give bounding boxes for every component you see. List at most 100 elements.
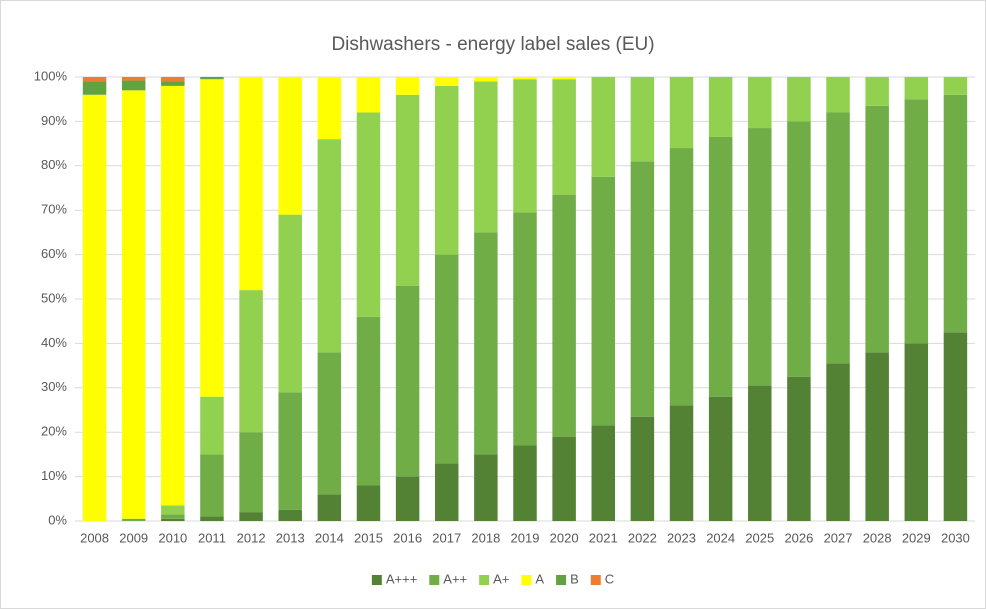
bar-segment	[161, 518, 185, 521]
chart-title: Dishwashers - energy label sales (EU)	[331, 34, 654, 55]
x-tick-label: 2026	[784, 530, 813, 545]
bar-segment	[161, 81, 185, 86]
legend-label: A+++	[386, 571, 417, 586]
x-tick-label: 2030	[941, 530, 970, 545]
bar-segment	[630, 161, 655, 417]
bar-segment	[865, 105, 889, 353]
bar-segment	[395, 476, 420, 521]
bar-segment	[317, 494, 342, 521]
bar-segment	[435, 85, 459, 255]
legend-swatch	[590, 575, 601, 585]
bar-segment	[669, 148, 694, 406]
bar-segment	[161, 514, 185, 519]
legend-label: C	[605, 571, 614, 586]
bar-segment	[239, 512, 263, 521]
x-tick-label: 2027	[824, 530, 853, 545]
bar-segment	[826, 112, 850, 364]
y-tick-label: 20%	[41, 424, 67, 439]
bar-segment	[591, 425, 615, 521]
bar-segment	[278, 77, 302, 215]
y-tick-label: 100%	[34, 68, 68, 83]
x-tick-label: 2008	[80, 530, 109, 545]
y-tick-label: 80%	[41, 157, 67, 172]
bar-segment	[435, 254, 459, 464]
bar-segment	[708, 136, 733, 397]
bar-segment	[787, 121, 811, 377]
bar-segment	[826, 77, 850, 113]
bar-segment	[669, 77, 694, 149]
bar-segment	[356, 316, 381, 486]
bar-segment	[552, 79, 576, 195]
bar-segment	[435, 463, 459, 521]
x-tick-label: 2011	[198, 530, 226, 545]
legend-swatch	[371, 575, 382, 585]
bar-segment	[513, 445, 537, 521]
bar-segment	[474, 77, 498, 82]
bar-segment	[787, 77, 811, 122]
bar-segment	[865, 352, 889, 521]
bar-segment	[552, 194, 576, 437]
bar-segment	[200, 516, 224, 521]
x-tick-label: 2013	[276, 530, 305, 545]
bar-segment	[239, 77, 263, 291]
x-tick-label: 2019	[511, 530, 540, 545]
x-tick-label: 2014	[315, 530, 344, 545]
bar-segment	[943, 77, 968, 95]
bar-segment	[904, 77, 929, 100]
bar-segment	[200, 79, 224, 397]
bar-segment	[513, 79, 537, 213]
bar-segment	[161, 77, 185, 82]
y-tick-label: 60%	[41, 246, 67, 261]
y-tick-label: 10%	[41, 468, 67, 483]
x-tick-label: 2020	[550, 530, 579, 545]
x-tick-label: 2023	[667, 530, 696, 545]
bar-segment	[669, 405, 694, 521]
bar-segment	[317, 77, 342, 140]
x-tick-label: 2017	[432, 530, 461, 545]
bar-segment	[904, 99, 929, 344]
legend-swatch	[429, 575, 440, 585]
bar-segment	[943, 94, 968, 333]
bar-segment	[239, 290, 263, 433]
bar-segment	[787, 376, 811, 521]
x-tick-label: 2009	[119, 530, 148, 545]
bar-segment	[474, 81, 498, 233]
bar-segment	[748, 385, 772, 521]
bar-segment	[630, 77, 655, 162]
bar-segment	[748, 77, 772, 129]
x-tick-label: 2010	[158, 530, 187, 545]
bar-segment	[121, 80, 146, 91]
y-tick-label: 50%	[41, 290, 67, 305]
bar-segment	[865, 77, 889, 106]
bar-segment	[591, 77, 615, 177]
x-tick-label: 2025	[745, 530, 774, 545]
bar-segment	[552, 436, 576, 521]
x-tick-label: 2022	[628, 530, 657, 545]
y-tick-label: 90%	[41, 113, 67, 128]
bar-segment	[395, 94, 420, 286]
bar-segment	[121, 77, 146, 81]
bar-segment	[708, 77, 733, 137]
y-tick-label: 30%	[41, 379, 67, 394]
x-tick-label: 2028	[863, 530, 892, 545]
y-tick-label: 40%	[41, 335, 67, 350]
y-tick-label: 70%	[41, 202, 67, 217]
bar-segment	[435, 77, 459, 86]
bar-segment	[513, 77, 537, 80]
bar-segment	[200, 77, 224, 80]
bar-segment	[943, 332, 968, 521]
bar-segment	[121, 90, 146, 519]
x-tick-label: 2024	[706, 530, 735, 545]
bar-segment	[200, 454, 224, 517]
bar-segment	[121, 518, 146, 521]
bar-segment	[826, 363, 850, 521]
x-tick-label: 2015	[354, 530, 383, 545]
legend-swatch	[556, 575, 567, 585]
bar-segment	[356, 112, 381, 317]
bar-segment	[513, 212, 537, 446]
bar-segment	[591, 176, 615, 426]
x-tick-label: 2021	[589, 530, 618, 545]
bar-segment	[356, 77, 381, 113]
bar-segment	[748, 128, 772, 386]
